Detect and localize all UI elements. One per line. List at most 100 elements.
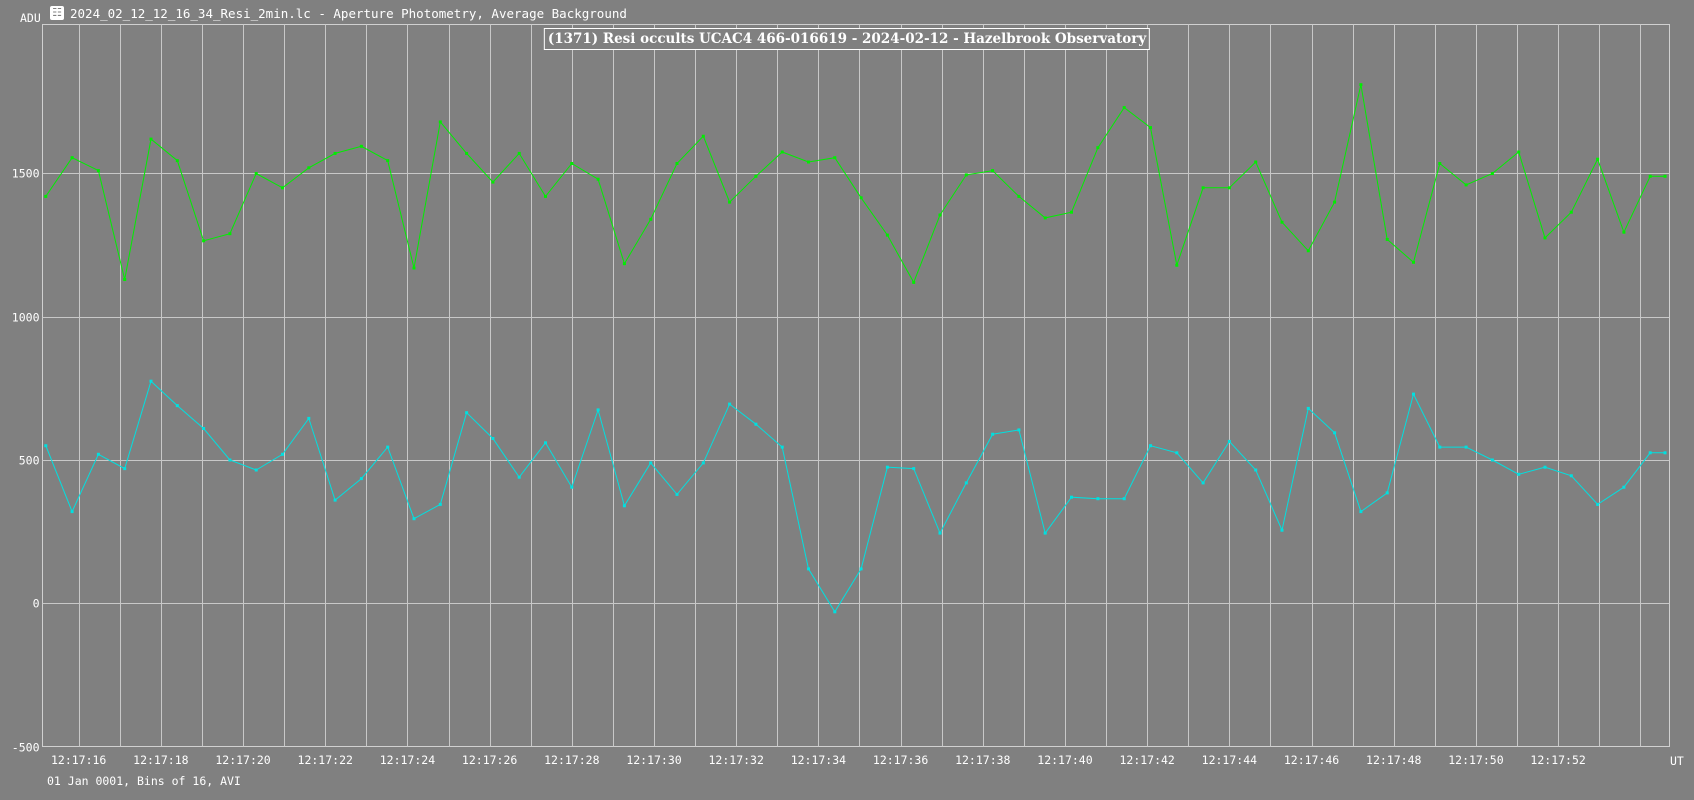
x-tick-label: 12:17:40: [1037, 753, 1092, 767]
series-2-point: [386, 445, 390, 449]
footer-info: 01 Jan 0001, Bins of 16, AVI: [47, 774, 241, 788]
series-2-point: [1254, 468, 1258, 472]
series-2-point: [1517, 472, 1521, 476]
plot-frame: [42, 24, 1670, 747]
series-2-point: [728, 402, 732, 406]
x-tick-label: 12:17:50: [1448, 753, 1503, 767]
x-tick-label: 12:17:18: [133, 753, 188, 767]
series-1-point: [649, 217, 653, 221]
series-1-point: [754, 174, 758, 178]
series-1-point: [254, 172, 258, 175]
series-2-point: [1070, 495, 1073, 499]
series-2-point: [333, 498, 337, 502]
series-1-point: [1543, 236, 1547, 240]
series-2-point: [649, 461, 653, 465]
series-1-point: [991, 169, 995, 173]
series-2-point: [1648, 451, 1652, 455]
series-1-point: [596, 177, 600, 181]
series-2-point: [1306, 406, 1310, 410]
series-1-point: [1122, 106, 1126, 110]
lightcurve-app-icon[interactable]: ☷: [50, 6, 64, 20]
series-2-point: [1043, 531, 1047, 535]
series-2-point: [885, 465, 889, 469]
series-2-point: [1385, 491, 1389, 495]
series-1-point: [1043, 216, 1047, 220]
series-1-point: [544, 194, 547, 198]
series-1-point: [1438, 162, 1442, 165]
series-1-point: [622, 262, 626, 266]
series-1-point: [1175, 263, 1179, 267]
series-2-point: [938, 531, 942, 535]
series-1-point: [333, 151, 337, 155]
series-1-point: [1227, 186, 1231, 190]
x-tick-label: 12:17:44: [1202, 753, 1257, 767]
series-2-point: [622, 504, 626, 508]
series-2-point: [307, 416, 311, 420]
series-2-point: [1490, 458, 1494, 462]
series-2-point: [1280, 528, 1284, 532]
series-1-point: [438, 120, 442, 124]
series-2-point: [70, 510, 74, 514]
x-tick-label: 12:17:22: [298, 753, 353, 767]
series-2-point: [1333, 431, 1337, 435]
series-1-point: [307, 166, 311, 170]
series-2-point: [1412, 392, 1415, 396]
window-titlebar: ☷ 2024_02_12_12_16_34_Resi_2min.lc - Ape…: [50, 4, 627, 22]
series-2-point: [1622, 485, 1626, 489]
series-2-point: [1201, 481, 1205, 485]
series-2-point: [675, 492, 679, 496]
series-1-point: [964, 173, 968, 177]
series-1-point: [833, 156, 837, 160]
series-2-point: [596, 408, 600, 412]
x-axis-unit-label: UT: [1670, 754, 1684, 768]
series-1-point: [1569, 210, 1573, 214]
series-2-point: [1017, 428, 1021, 432]
series-2-point: [1175, 451, 1179, 455]
series-1-point: [701, 134, 705, 138]
series-1-point: [44, 194, 48, 198]
series-2-point: [517, 475, 521, 479]
series-1-point: [1490, 172, 1494, 175]
series-1-point: [175, 159, 179, 163]
series-2-point: [991, 432, 995, 436]
y-tick-label: 1000: [12, 311, 40, 325]
series-2-point: [701, 461, 705, 465]
series-1-point: [1517, 150, 1521, 154]
series-1-point: [70, 156, 74, 160]
y-axis-unit-label: ADU: [20, 11, 41, 25]
series-2-point: [964, 481, 968, 485]
y-tick-label: 500: [19, 454, 40, 468]
series-1-point: [1201, 186, 1205, 190]
series-2-point: [1569, 474, 1573, 478]
series-line-1: [45, 84, 1665, 284]
series-1-point: [728, 200, 732, 204]
x-tick-label: 12:17:30: [626, 753, 681, 767]
series-1-point: [202, 239, 206, 243]
x-tick-label: 12:17:46: [1284, 753, 1339, 767]
series-2-point: [1359, 510, 1363, 514]
x-tick-label: 12:17:24: [380, 753, 435, 767]
series-1-point: [570, 162, 574, 165]
x-tick-label: 12:17:16: [51, 753, 106, 767]
series-2-point: [202, 427, 206, 430]
series-2-point: [123, 467, 127, 471]
series-1-point: [859, 196, 863, 200]
y-tick-label: -500: [12, 741, 40, 755]
series-1-point: [1070, 210, 1073, 214]
series-1-point: [1622, 230, 1626, 234]
series-1-point: [465, 151, 469, 155]
series-1-point: [359, 144, 363, 148]
series-1-point: [780, 150, 784, 154]
series-2-point: [228, 458, 232, 462]
series-1-point: [412, 266, 416, 270]
series-2-point: [1227, 439, 1231, 443]
series-2-point: [1149, 444, 1152, 448]
x-tick-label: 12:17:32: [709, 753, 764, 767]
series-1-point: [386, 159, 390, 163]
series-2-point: [912, 467, 916, 471]
series-1-point: [1385, 237, 1389, 241]
series-1-point: [1254, 160, 1258, 164]
series-1-point: [491, 180, 495, 184]
chart-title: (1371) Resi occults UCAC4 466-016619 - 2…: [543, 28, 1151, 50]
